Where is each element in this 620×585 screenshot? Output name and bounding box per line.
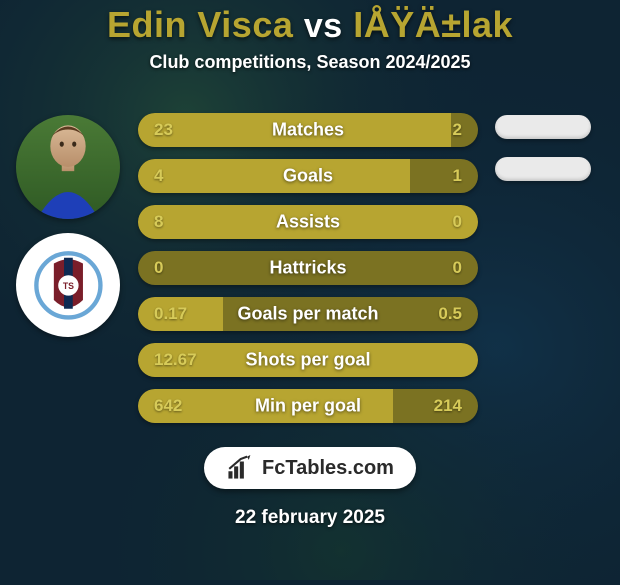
stats-bars: 23 Matches 2 4 Goals 1 8 Assists 0 0 Hattricks 0 0.1… bbox=[128, 95, 478, 423]
stat-right-value: 214 bbox=[434, 396, 462, 416]
player1-name: Edin Visca bbox=[107, 4, 293, 45]
stat-row: 0.17 Goals per match 0.5 bbox=[138, 297, 478, 331]
player2-name: IÅŸÄ±lak bbox=[353, 4, 513, 45]
stat-label: Min per goal bbox=[255, 396, 361, 417]
fctables-logo-icon bbox=[226, 455, 252, 481]
stat-right-value: 0.5 bbox=[438, 304, 462, 324]
stat-label: Matches bbox=[272, 120, 344, 141]
stat-left-value: 12.67 bbox=[154, 350, 197, 370]
brand-badge[interactable]: FcTables.com bbox=[204, 447, 416, 489]
stat-label: Goals per match bbox=[237, 304, 378, 325]
svg-text:TS: TS bbox=[62, 281, 73, 291]
subtitle: Club competitions, Season 2024/2025 bbox=[149, 52, 470, 73]
stat-left-value: 23 bbox=[154, 120, 173, 140]
date-label: 22 february 2025 bbox=[235, 507, 385, 529]
stat-row: 8 Assists 0 bbox=[138, 205, 478, 239]
comparison-title: Edin Visca vs IÅŸÄ±lak bbox=[107, 4, 513, 46]
stat-left-value: 8 bbox=[154, 212, 163, 232]
brand-text: FcTables.com bbox=[262, 457, 394, 480]
stat-right-value: 0 bbox=[453, 212, 462, 232]
stat-label: Goals bbox=[283, 166, 333, 187]
stat-row: 4 Goals 1 bbox=[138, 159, 478, 193]
player-photo bbox=[16, 115, 120, 219]
club-badge: TS bbox=[16, 233, 120, 337]
stat-left-value: 642 bbox=[154, 396, 182, 416]
stat-label: Assists bbox=[276, 212, 340, 233]
stat-right-value: 2 bbox=[453, 120, 462, 140]
stat-left-value: 4 bbox=[154, 166, 163, 186]
placeholder-oval bbox=[495, 157, 591, 181]
vs-label: vs bbox=[304, 7, 343, 45]
stat-label: Hattricks bbox=[269, 258, 346, 279]
right-column bbox=[478, 95, 608, 181]
stat-left-value: 0 bbox=[154, 258, 163, 278]
stat-row: 0 Hattricks 0 bbox=[138, 251, 478, 285]
stat-right-value: 1 bbox=[453, 166, 462, 186]
stat-label: Shots per goal bbox=[245, 350, 370, 371]
stat-left-value: 0.17 bbox=[154, 304, 187, 324]
left-column: TS bbox=[8, 95, 128, 337]
stat-row: 23 Matches 2 bbox=[138, 113, 478, 147]
placeholder-oval bbox=[495, 115, 591, 139]
stat-right-value: 0 bbox=[453, 258, 462, 278]
stat-row: 642 Min per goal 214 bbox=[138, 389, 478, 423]
stat-row: 12.67 Shots per goal bbox=[138, 343, 478, 377]
